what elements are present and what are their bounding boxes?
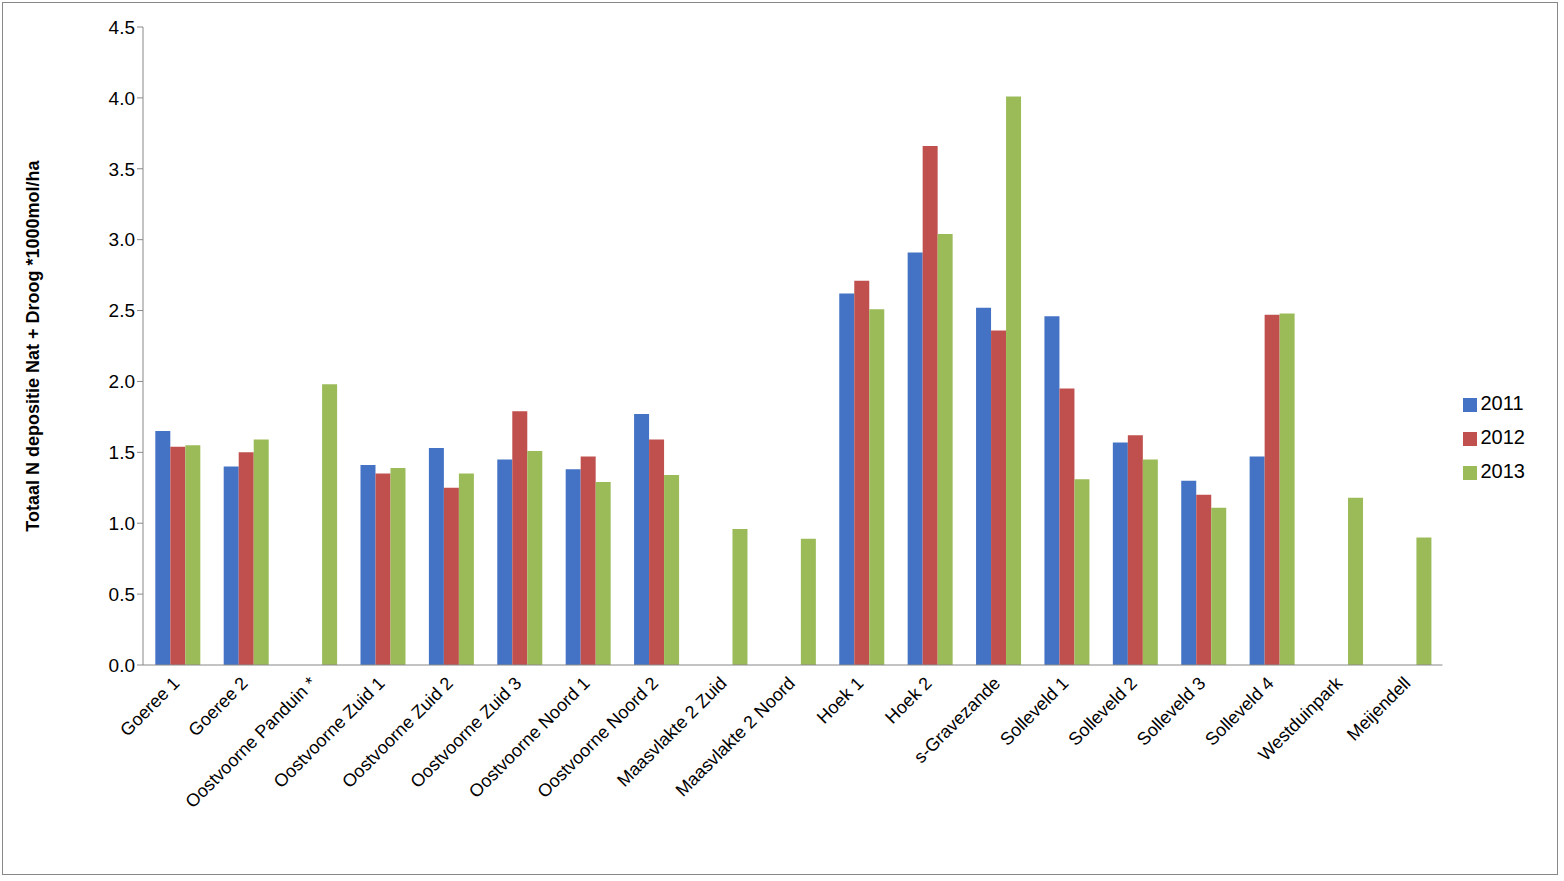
svg-text:Maasvlakte 2 Noord: Maasvlakte 2 Noord xyxy=(672,673,799,800)
svg-text:Solleveld 4: Solleveld 4 xyxy=(1201,673,1278,750)
svg-text:0.0: 0.0 xyxy=(109,655,135,676)
svg-text:Goeree 1: Goeree 1 xyxy=(116,673,183,740)
svg-text:Hoek 1: Hoek 1 xyxy=(813,673,867,727)
svg-text:0.5: 0.5 xyxy=(109,584,135,605)
svg-text:2.5: 2.5 xyxy=(109,300,135,321)
svg-text:2.0: 2.0 xyxy=(109,371,135,392)
svg-text:Solleveld 2: Solleveld 2 xyxy=(1064,673,1140,749)
svg-text:Oostvoorne Zuid 1: Oostvoorne Zuid 1 xyxy=(270,673,389,792)
svg-text:Goeree 2: Goeree 2 xyxy=(185,673,252,740)
svg-text:Oostvoorne Zuid 3: Oostvoorne Zuid 3 xyxy=(407,673,526,792)
svg-text:Meijendell: Meijendell xyxy=(1343,673,1414,744)
svg-text:Oostvoorne Noord 1: Oostvoorne Noord 1 xyxy=(465,673,594,802)
svg-text:Westduinpark: Westduinpark xyxy=(1254,672,1346,764)
svg-text:Totaal N depositie Nat + Droog: Totaal N depositie Nat + Droog *1000mol/… xyxy=(23,159,43,531)
html-text:2013: 2013 xyxy=(1480,460,1525,482)
svg-text:1.0: 1.0 xyxy=(109,513,135,534)
svg-text:Solleveld 3: Solleveld 3 xyxy=(1133,673,1209,749)
svg-text:Oostvoorne Zuid 2: Oostvoorne Zuid 2 xyxy=(338,673,457,792)
svg-text:Maasvlakte 2 Zuid: Maasvlakte 2 Zuid xyxy=(613,673,731,791)
svg-text:4.0: 4.0 xyxy=(109,88,135,109)
svg-text:Oostvoorne Panduin *: Oostvoorne Panduin * xyxy=(181,673,320,812)
svg-text:Hoek 2: Hoek 2 xyxy=(881,673,935,727)
html-text:2012: 2012 xyxy=(1480,426,1525,448)
svg-text:Solleveld 1: Solleveld 1 xyxy=(996,673,1072,749)
svg-text:3.0: 3.0 xyxy=(109,229,135,250)
svg-text:Oostvoorne Noord 2: Oostvoorne Noord 2 xyxy=(533,673,662,802)
svg-text:1.5: 1.5 xyxy=(109,442,135,463)
svg-text:4.5: 4.5 xyxy=(109,17,135,38)
svg-text:s-Gravezande: s-Gravezande xyxy=(910,673,1004,767)
html-text:2011: 2011 xyxy=(1480,392,1524,414)
svg-text:3.5: 3.5 xyxy=(109,159,135,180)
